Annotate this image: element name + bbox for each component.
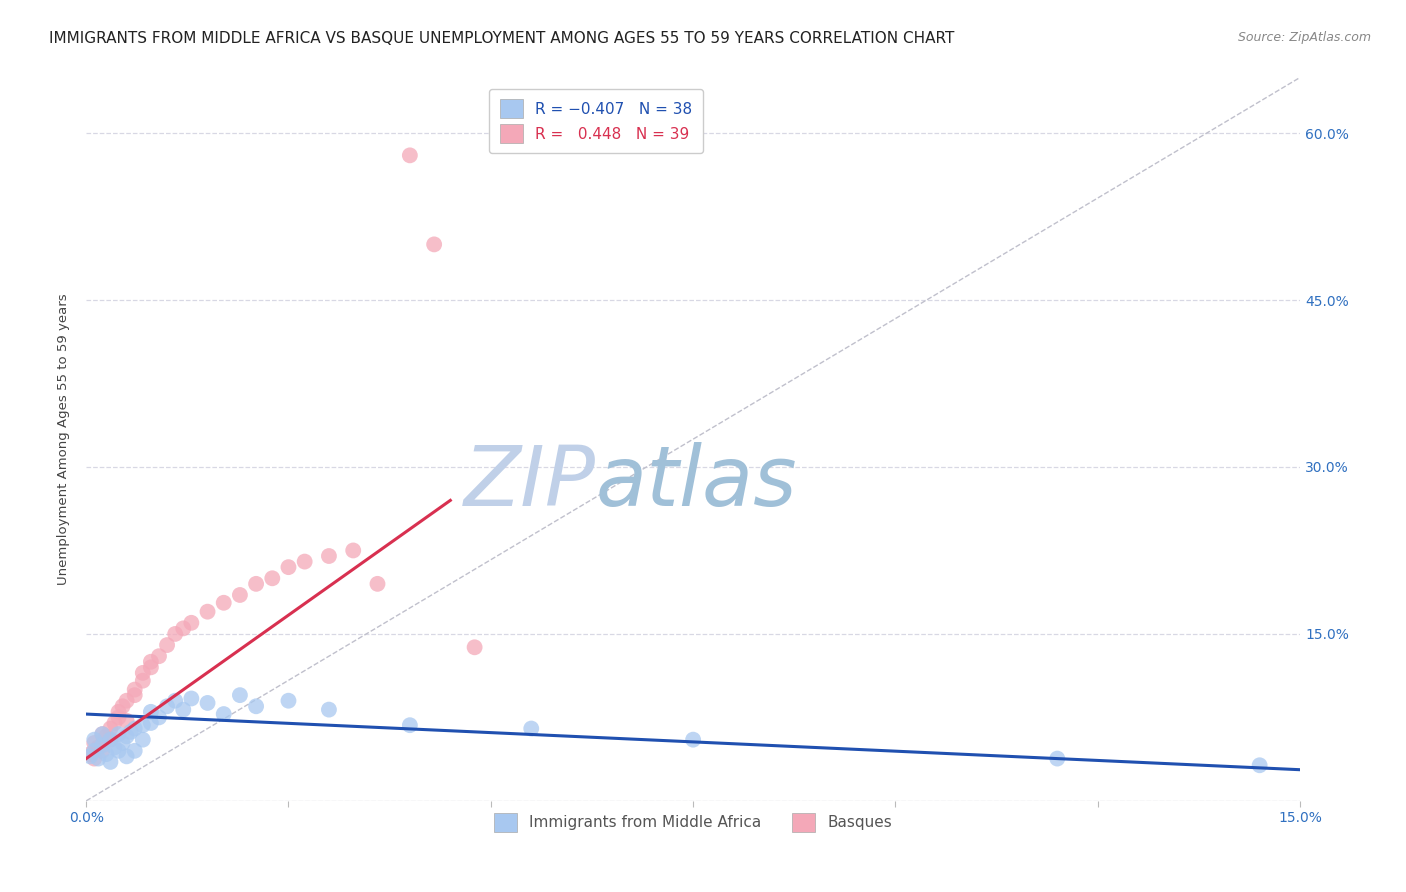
Point (87, 751, 110, 765)
Point (399, 148, 422, 162)
Point (262, 571, 284, 585)
Point (132, 673, 155, 688)
Point (83, 744, 105, 758)
Text: Source: ZipAtlas.com: Source: ZipAtlas.com (1237, 31, 1371, 45)
Point (464, 640, 486, 655)
Point (107, 710, 129, 724)
Point (124, 682, 146, 697)
Point (212, 596, 235, 610)
Point (165, 694, 187, 708)
Point (115, 729, 138, 743)
Point (172, 621, 194, 635)
Point (83, 736, 105, 750)
Point (318, 549, 340, 563)
Point (520, 722, 543, 736)
Point (111, 699, 134, 714)
Point (124, 744, 146, 758)
Point (132, 718, 155, 732)
Point (91, 738, 114, 752)
Point (91, 727, 114, 741)
Point (100, 755, 122, 769)
Point (318, 703, 340, 717)
Point (245, 577, 267, 591)
Point (180, 615, 202, 630)
Point (229, 588, 252, 602)
Legend: Immigrants from Middle Africa, Basques: Immigrants from Middle Africa, Basques (482, 801, 904, 844)
Point (197, 696, 219, 710)
Point (91, 744, 114, 758)
Point (399, 718, 422, 732)
Point (139, 716, 162, 731)
Point (91, 727, 114, 741)
Point (682, 732, 704, 747)
Point (342, 543, 364, 558)
Point (107, 744, 129, 758)
Point (132, 732, 155, 747)
Point (139, 660, 162, 674)
Text: atlas: atlas (596, 442, 797, 523)
Point (111, 736, 134, 750)
Point (148, 649, 170, 664)
Point (277, 694, 299, 708)
Point (277, 560, 299, 574)
Text: ZIP: ZIP (464, 442, 596, 523)
Point (1046, 751, 1069, 765)
Point (180, 691, 202, 706)
Point (100, 732, 122, 747)
Point (79, 747, 101, 761)
Point (1249, 758, 1271, 772)
Point (96, 747, 118, 761)
Point (107, 705, 129, 719)
Point (83, 732, 105, 747)
Point (103, 740, 125, 755)
Point (100, 722, 122, 736)
Point (107, 727, 129, 741)
Y-axis label: Unemployment Among Ages 55 to 59 years: Unemployment Among Ages 55 to 59 years (58, 293, 70, 585)
Point (83, 751, 105, 765)
Point (115, 694, 138, 708)
Point (156, 638, 179, 652)
Point (172, 703, 194, 717)
Point (212, 707, 235, 722)
Point (366, 577, 388, 591)
Point (148, 710, 170, 724)
Point (115, 749, 138, 764)
Point (245, 699, 267, 714)
Point (132, 665, 155, 680)
Point (156, 699, 179, 714)
Point (103, 716, 125, 731)
Point (87, 740, 110, 755)
Point (294, 555, 316, 569)
Point (124, 688, 146, 702)
Point (165, 627, 187, 641)
Point (120, 724, 142, 739)
Point (124, 722, 146, 736)
Point (197, 605, 219, 619)
Point (139, 655, 162, 669)
Text: IMMIGRANTS FROM MIDDLE AFRICA VS BASQUE UNEMPLOYMENT AMONG AGES 55 TO 59 YEARS C: IMMIGRANTS FROM MIDDLE AFRICA VS BASQUE … (49, 31, 955, 46)
Point (115, 714, 138, 728)
Point (229, 688, 252, 702)
Point (423, 237, 446, 252)
Point (96, 729, 118, 743)
Point (79, 749, 101, 764)
Point (139, 705, 162, 719)
Point (100, 732, 122, 747)
